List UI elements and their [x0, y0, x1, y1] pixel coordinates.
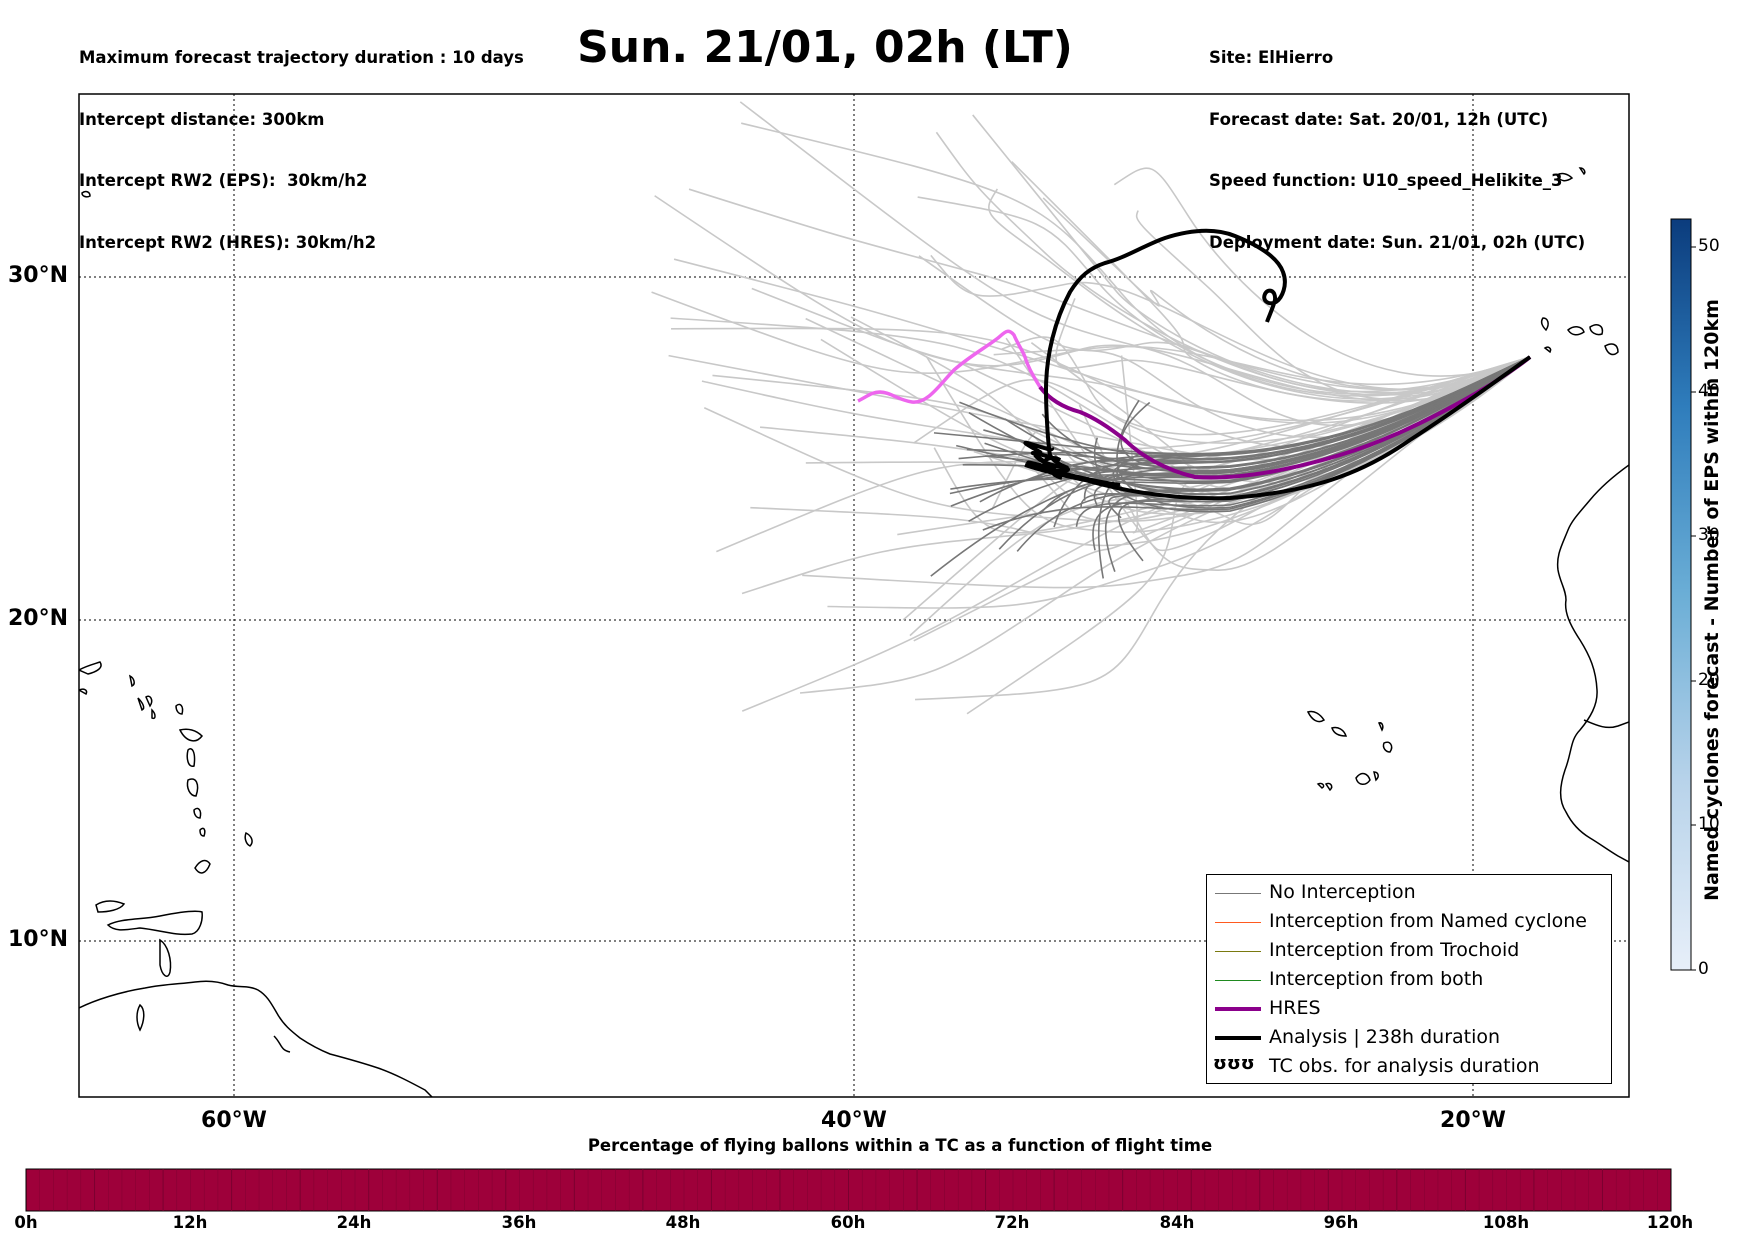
lat-label-10n: 10°N [8, 927, 69, 952]
header-line: Intercept distance: 300km [79, 109, 325, 129]
time-tick: 36h [501, 1213, 537, 1232]
legend-label: Analysis | 238h duration [1269, 1026, 1501, 1048]
colorbar-tick: 10 [1698, 814, 1720, 834]
eps-trajectory [1055, 298, 1531, 404]
eps-trajectory [739, 101, 1531, 427]
lon-label-60w: 60°W [201, 1108, 267, 1133]
time-tick: 12h [172, 1213, 208, 1232]
header-line: Forecast date: Sat. 20/01, 12h (UTC) [1209, 109, 1549, 129]
lon-label-40w: 40°W [821, 1108, 887, 1133]
time-tick: 48h [665, 1213, 701, 1232]
legend-label: No Interception [1269, 881, 1416, 903]
legend-swatch [1215, 922, 1261, 923]
legend-swatch [1215, 893, 1261, 894]
legend-swatch [1215, 1007, 1261, 1011]
header-line: Maximum forecast trajectory duration : 1… [79, 48, 524, 67]
header-line: Intercept RW2 (EPS): 30km/h2 [79, 171, 368, 190]
tc-symbol-icon: ʊʊʊ [1213, 1053, 1255, 1074]
legend-label: Interception from Named cyclone [1269, 910, 1587, 932]
legend-swatch [1215, 980, 1261, 981]
time-tick: 120h [1646, 1213, 1694, 1232]
legend-item: Interception from both [1207, 966, 1611, 995]
colorbar-tick: 40 [1698, 381, 1720, 401]
eps-trajectory [1011, 161, 1531, 402]
legend-item: HRES [1207, 995, 1611, 1024]
eps-trajectory [673, 258, 1531, 422]
eps-trajectory [935, 131, 1531, 396]
map-legend: No Interception Interception from Named … [1206, 874, 1612, 1084]
eps-trajectory [1113, 167, 1531, 377]
eps-trajectory [1097, 356, 1531, 579]
lat-label-20n: 20°N [8, 606, 69, 631]
legend-item: ʊʊʊ TC obs. for analysis duration [1207, 1053, 1611, 1082]
eps-trajectory [913, 356, 1531, 444]
time-colorbar-grid [39, 1169, 1658, 1211]
eps-trajectory [654, 195, 1531, 424]
eps-trajectory [988, 188, 1531, 400]
eps-trajectory [651, 291, 1531, 386]
legend-swatch [1215, 1036, 1261, 1040]
colorbar-tick: 20 [1698, 670, 1720, 690]
time-tick: 24h [336, 1213, 372, 1232]
time-tick: 96h [1323, 1213, 1359, 1232]
eps-trajectory [915, 356, 1531, 701]
legend-label: Interception from Trochoid [1269, 939, 1520, 961]
hres-early-track [857, 329, 1042, 404]
header-info-left: Maximum forecast trajectory duration : 1… [79, 7, 524, 274]
colorbar-tick: 50 [1698, 236, 1720, 256]
time-tick: 84h [1159, 1213, 1195, 1232]
time-colorbar-title: Percentage of flying ballons within a TC… [587, 1136, 1213, 1155]
analysis-track-north [1023, 440, 1063, 480]
cyclone-colorbar [1670, 218, 1692, 971]
legend-swatch [1215, 951, 1261, 952]
eps-trajectory [917, 196, 1531, 395]
time-tick: 60h [830, 1213, 866, 1232]
eps-far-trajectories [651, 101, 1531, 715]
analysis-track-loop [1043, 228, 1287, 470]
legend-label: TC obs. for analysis duration [1269, 1055, 1540, 1077]
legend-item: Analysis | 238h duration [1207, 1024, 1611, 1053]
map-area [79, 94, 1629, 1097]
coastlines [79, 167, 1629, 1097]
colorbar-tick: 0 [1698, 959, 1709, 979]
time-tick: 108h [1482, 1213, 1530, 1232]
eps-trajectory [802, 356, 1531, 589]
eps-trajectory [1004, 356, 1531, 483]
legend-label: HRES [1269, 997, 1321, 1019]
legend-item: Interception from Named cyclone [1207, 908, 1611, 937]
header-line: Site: ElHierro [1209, 48, 1334, 67]
eps-trajectory [1078, 356, 1531, 571]
cyclone-colorbar-ticks [1691, 246, 1696, 971]
eps-trajectory [918, 255, 1531, 393]
eps-trajectory [1041, 356, 1531, 474]
legend-label: Interception from both [1269, 968, 1484, 990]
header-line: Speed function: U10_speed_Helikite_3 [1209, 171, 1563, 190]
colorbar-tick: 30 [1698, 525, 1720, 545]
eps-trajectory [741, 122, 1531, 397]
legend-item: No Interception [1207, 879, 1611, 908]
eps-trajectory [1112, 356, 1531, 497]
header-line: Intercept RW2 (HRES): 30km/h2 [79, 232, 377, 252]
eps-trajectory [688, 188, 1531, 391]
lat-label-30n: 30°N [8, 263, 69, 288]
eps-trajectory [983, 356, 1531, 469]
time-tick: 72h [994, 1213, 1030, 1232]
legend-item: Interception from Trochoid [1207, 937, 1611, 966]
map-frame [78, 93, 1630, 1098]
time-tick: 0h [14, 1213, 38, 1232]
main-title: Sun. 21/01, 02h (LT) [577, 22, 1073, 73]
lon-label-20w: 20°W [1440, 1108, 1506, 1133]
eps-trajectory [1104, 356, 1531, 572]
